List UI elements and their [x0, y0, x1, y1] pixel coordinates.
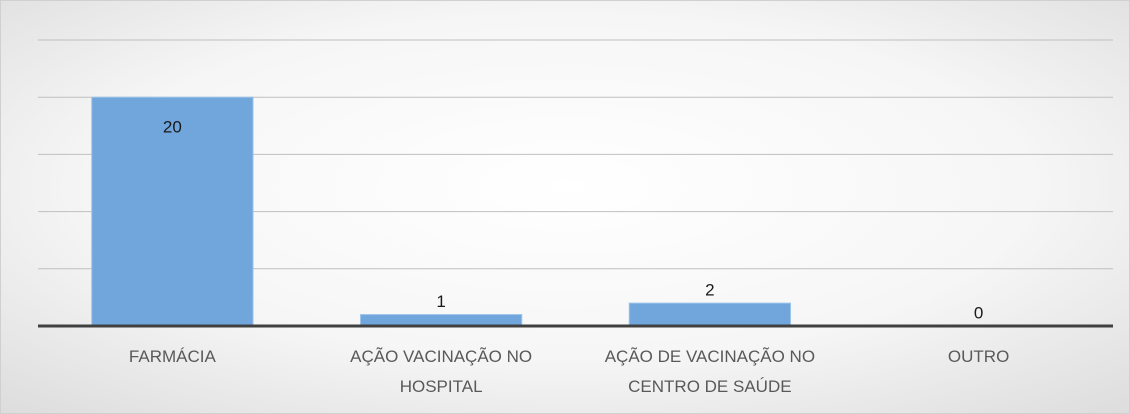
x-tick-label: AÇÃO VACINAÇÃO NO HOSPITAL	[350, 347, 532, 396]
data-label: 0	[974, 303, 983, 322]
data-label: 1	[436, 292, 445, 311]
data-label: 2	[705, 281, 714, 300]
bar	[91, 96, 254, 327]
x-tick-label: OUTRO	[948, 347, 1009, 366]
x-tick-label: AÇÃO DE VACINAÇÃO NO CENTRO DE SAÚDE	[605, 347, 815, 396]
x-tick-label: FARMÁCIA	[129, 347, 217, 366]
bar	[360, 314, 523, 327]
bar	[628, 302, 791, 327]
data-label: 20	[163, 118, 182, 137]
